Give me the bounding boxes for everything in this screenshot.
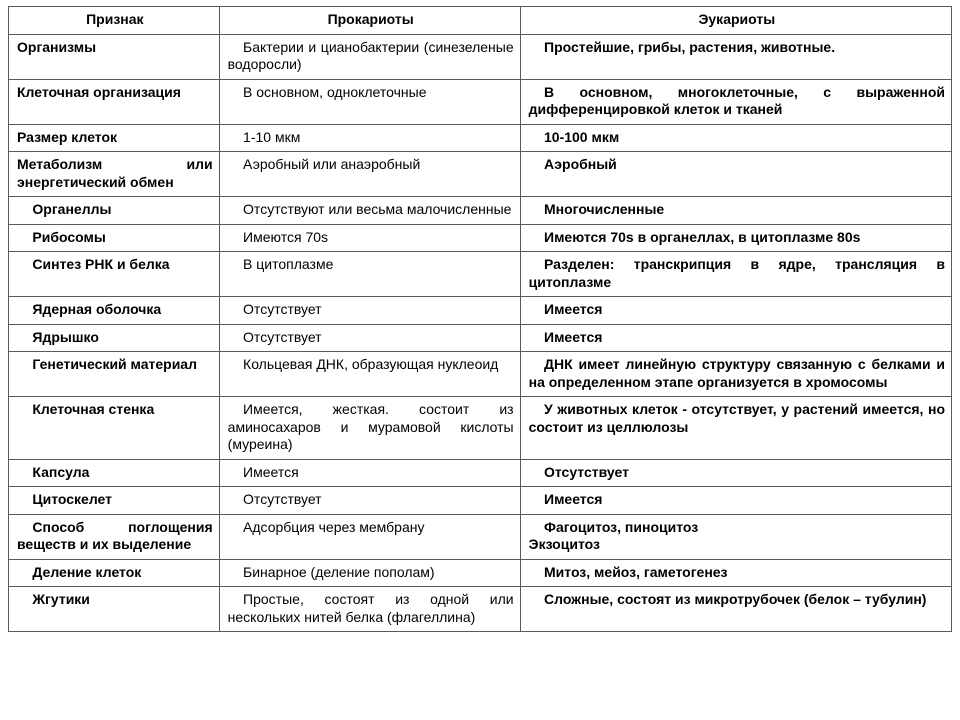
cell-feature: Цитоскелет: [9, 487, 220, 515]
cell-eukaryote: 10-100 мкм: [520, 124, 951, 152]
comparison-table: Признак Прокариоты Эукариоты ОрганизмыБа…: [8, 6, 952, 632]
cell-feature: Генетический материал: [9, 352, 220, 397]
cell-feature: Жгутики: [9, 587, 220, 632]
cell-eukaryote: Простейшие, грибы, растения, животные.: [520, 34, 951, 79]
table-row: ЖгутикиПростые, состоят из одной или нес…: [9, 587, 952, 632]
table-header: Признак Прокариоты Эукариоты: [9, 7, 952, 35]
cell-eukaryote: Многочисленные: [520, 197, 951, 225]
col-header-eukaryote: Эукариоты: [520, 7, 951, 35]
cell-eukaryote: Сложные, состоят из микротрубочек (белок…: [520, 587, 951, 632]
cell-eukaryote: Имеется: [520, 324, 951, 352]
table-row: Способ поглощения веществ и их выделение…: [9, 514, 952, 559]
cell-eukaryote: Имеются 70s в органеллах, в цитоплазме 8…: [520, 224, 951, 252]
cell-prokaryote: Адсорбция через мембрану: [219, 514, 520, 559]
cell-eukaryote: Разделен: транскрипция в ядре, трансляци…: [520, 252, 951, 297]
cell-feature: Клеточная стенка: [9, 397, 220, 460]
col-header-feature: Признак: [9, 7, 220, 35]
cell-prokaryote: Имеется, жесткая. состоит из аминосахаро…: [219, 397, 520, 460]
cell-eukaryote: Имеется: [520, 297, 951, 325]
cell-prokaryote: Простые, состоят из одной или нескольких…: [219, 587, 520, 632]
cell-prokaryote: Имеется: [219, 459, 520, 487]
cell-eukaryote: Отсутствует: [520, 459, 951, 487]
cell-eukaryote: Имеется: [520, 487, 951, 515]
cell-feature: Деление клеток: [9, 559, 220, 587]
cell-eukaryote: Фагоцитоз, пиноцитозЭкзоцитоз: [520, 514, 951, 559]
cell-eukaryote: В основном, многоклеточные, с выраженной…: [520, 79, 951, 124]
table-row: ОрганеллыОтсутствуют или весьма малочисл…: [9, 197, 952, 225]
cell-prokaryote: В основном, одноклеточные: [219, 79, 520, 124]
cell-prokaryote: Отсутствует: [219, 297, 520, 325]
table-row: Ядерная оболочкаОтсутствуетИмеется: [9, 297, 952, 325]
cell-feature: Ядрышко: [9, 324, 220, 352]
cell-prokaryote: Бактерии и цианобактерии (синезеленые во…: [219, 34, 520, 79]
cell-feature: Размер клеток: [9, 124, 220, 152]
cell-prokaryote: Отсутствует: [219, 487, 520, 515]
cell-feature: Органеллы: [9, 197, 220, 225]
table-row: Метаболизм или энергетический обменАэроб…: [9, 152, 952, 197]
cell-feature: Клеточная организация: [9, 79, 220, 124]
cell-feature: Ядерная оболочка: [9, 297, 220, 325]
cell-eukaryote: У животных клеток - отсутствует, у расте…: [520, 397, 951, 460]
table-row: ОрганизмыБактерии и цианобактерии (синез…: [9, 34, 952, 79]
table-row: Клеточная организацияВ основном, однокле…: [9, 79, 952, 124]
cell-feature: Синтез РНК и белка: [9, 252, 220, 297]
cell-prokaryote: В цитоплазме: [219, 252, 520, 297]
table-row: ЯдрышкоОтсутствуетИмеется: [9, 324, 952, 352]
cell-feature: Капсула: [9, 459, 220, 487]
comparison-page: Признак Прокариоты Эукариоты ОрганизмыБа…: [0, 0, 960, 638]
cell-eukaryote: Митоз, мейоз, гаметогенез: [520, 559, 951, 587]
col-header-prokaryote: Прокариоты: [219, 7, 520, 35]
cell-eukaryote: ДНК имеет линейную структуру связанную с…: [520, 352, 951, 397]
cell-prokaryote: Кольцевая ДНК, образующая нуклеоид: [219, 352, 520, 397]
table-row: Клеточная стенкаИмеется, жесткая. состои…: [9, 397, 952, 460]
table-row: Размер клеток1-10 мкм10-100 мкм: [9, 124, 952, 152]
table-row: ЦитоскелетОтсутствуетИмеется: [9, 487, 952, 515]
cell-prokaryote: Отсутствуют или весьма малочисленные: [219, 197, 520, 225]
table-row: Синтез РНК и белкаВ цитоплазмеРазделен: …: [9, 252, 952, 297]
table-row: КапсулаИмеетсяОтсутствует: [9, 459, 952, 487]
cell-prokaryote: Аэробный или анаэробный: [219, 152, 520, 197]
cell-feature: Рибосомы: [9, 224, 220, 252]
cell-feature: Организмы: [9, 34, 220, 79]
cell-prokaryote: 1-10 мкм: [219, 124, 520, 152]
cell-prokaryote: Отсутствует: [219, 324, 520, 352]
table-row: Деление клетокБинарное (деление пополам)…: [9, 559, 952, 587]
cell-eukaryote: Аэробный: [520, 152, 951, 197]
cell-prokaryote: Имеются 70s: [219, 224, 520, 252]
cell-prokaryote: Бинарное (деление пополам): [219, 559, 520, 587]
cell-feature: Способ поглощения веществ и их выделение: [9, 514, 220, 559]
table-row: Генетический материалКольцевая ДНК, обра…: [9, 352, 952, 397]
table-row: РибосомыИмеются 70sИмеются 70s в органел…: [9, 224, 952, 252]
cell-feature: Метаболизм или энергетический обмен: [9, 152, 220, 197]
table-body: ОрганизмыБактерии и цианобактерии (синез…: [9, 34, 952, 632]
